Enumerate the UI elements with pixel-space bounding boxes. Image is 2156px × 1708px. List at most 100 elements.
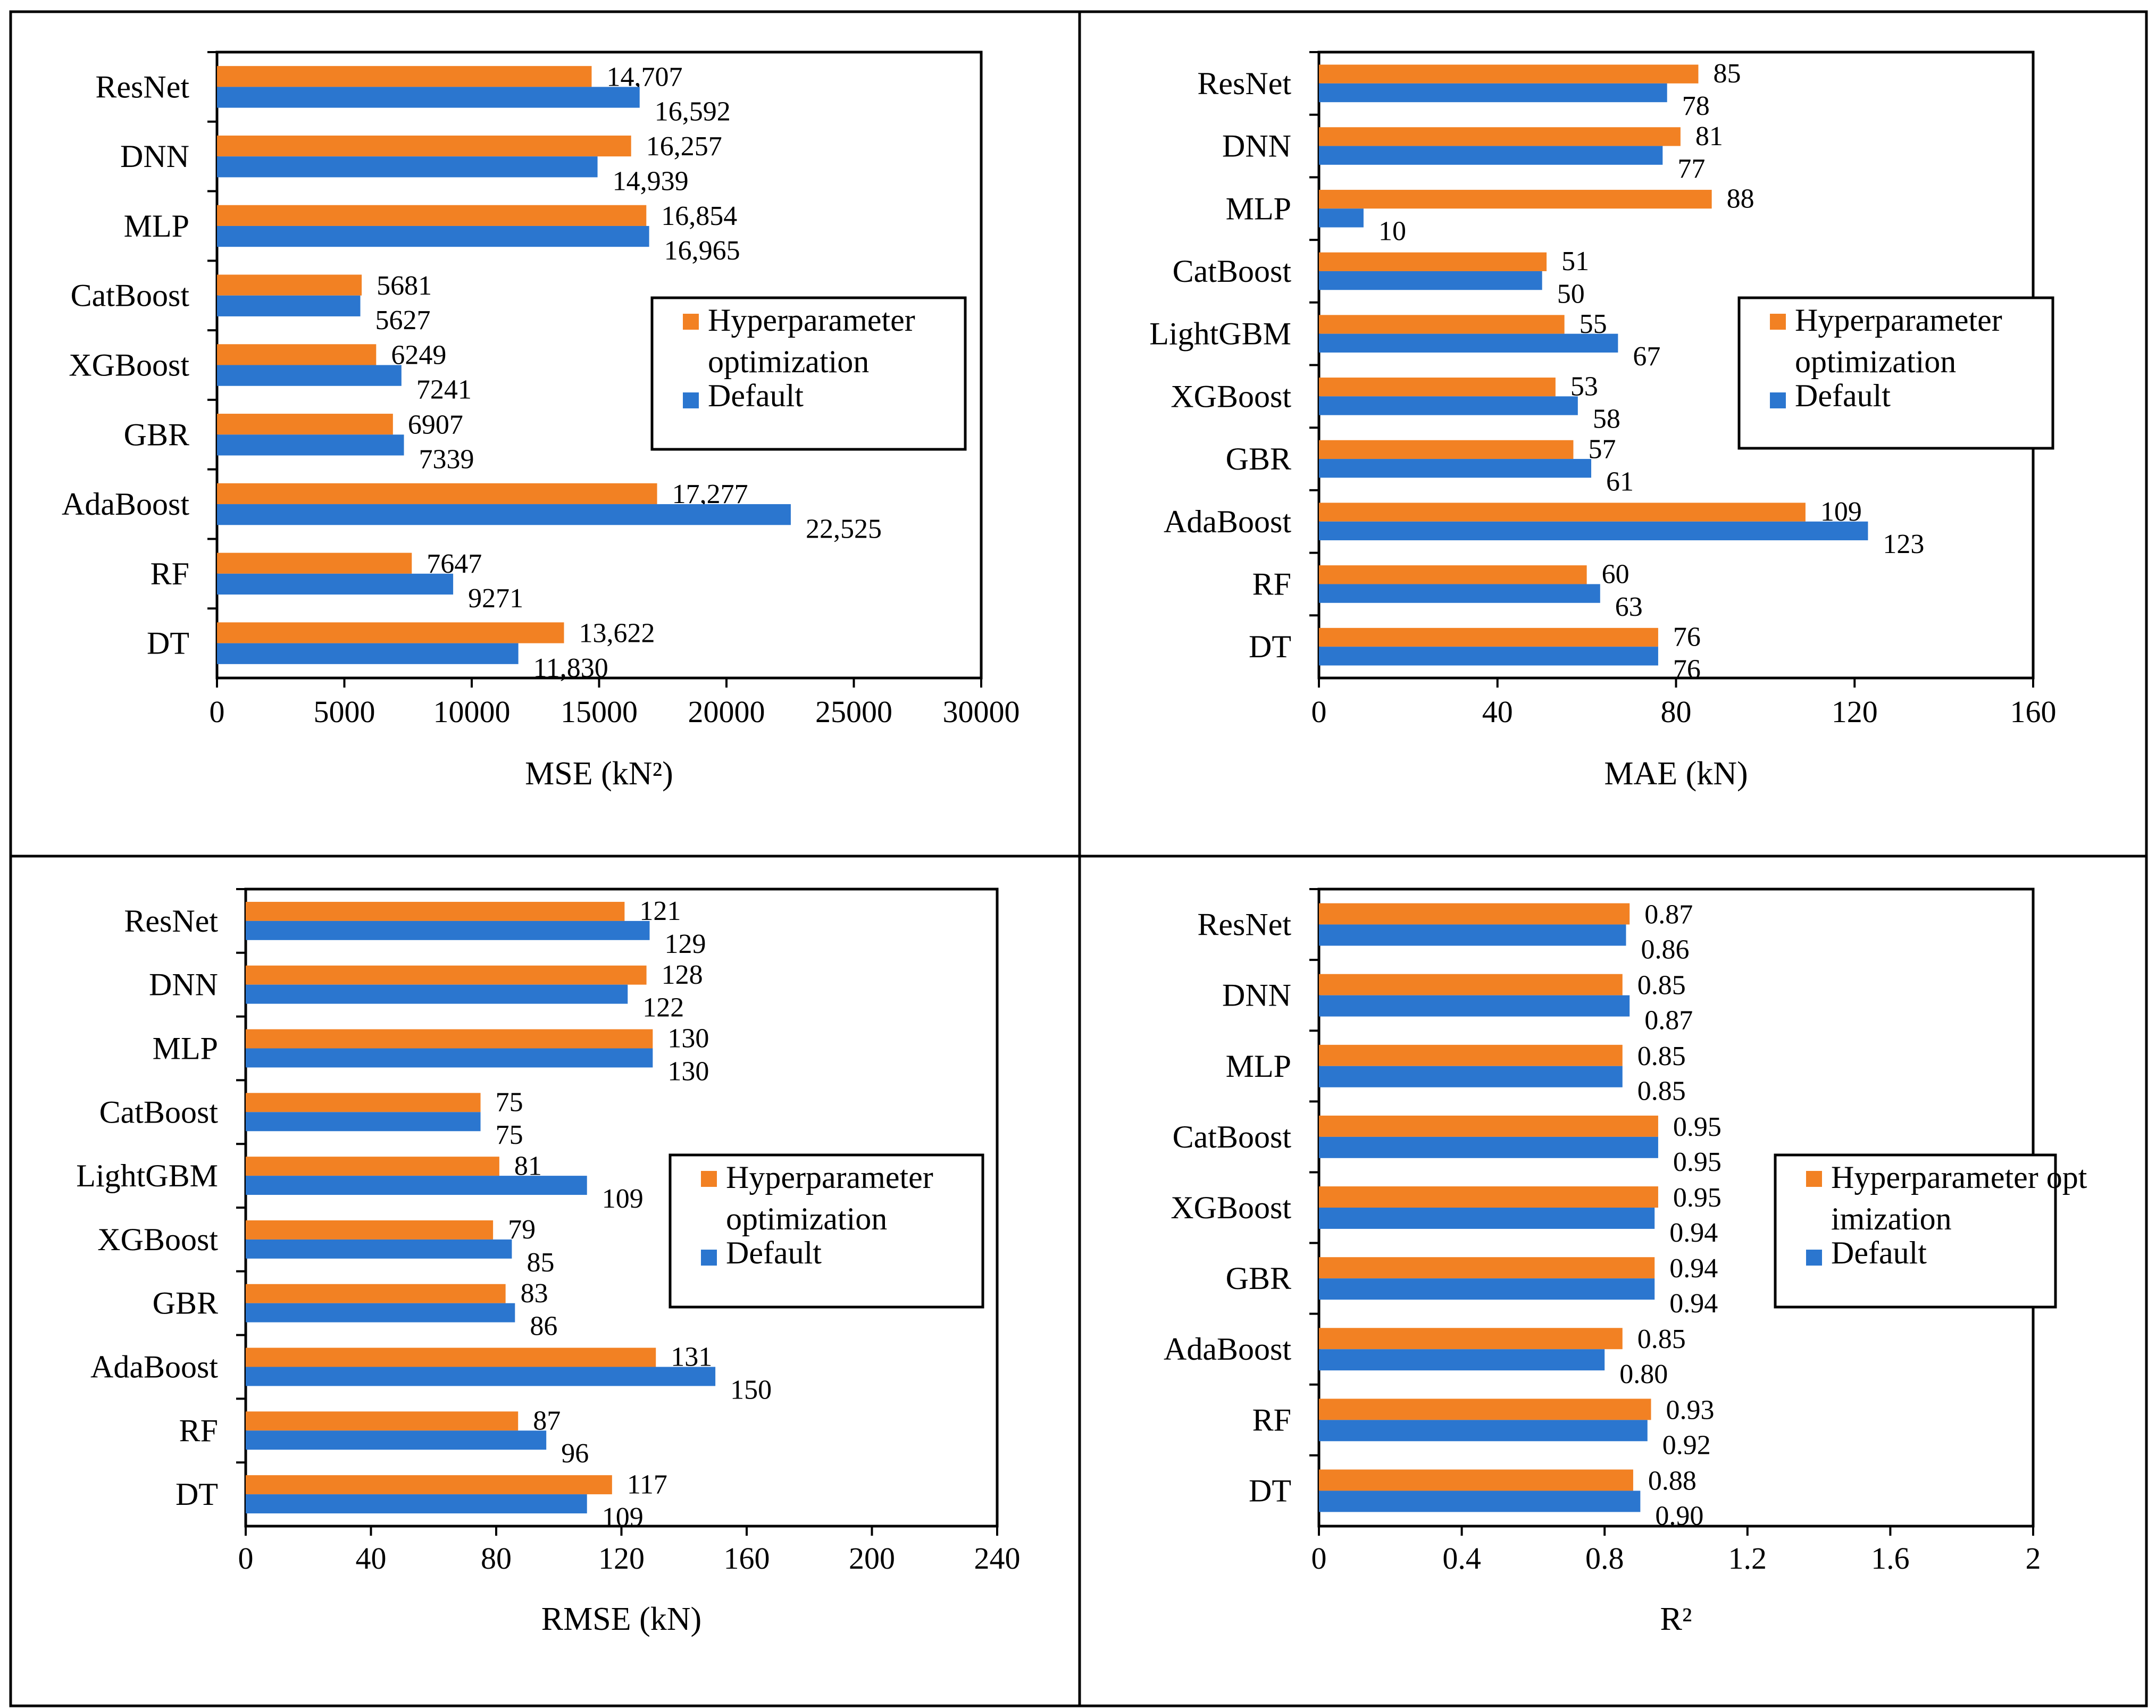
legend-label-default: Default bbox=[1795, 378, 1891, 413]
data-label-optimized: 5681 bbox=[377, 271, 432, 301]
legend-box bbox=[1737, 296, 2054, 450]
x-tick-label: 2 bbox=[2026, 1541, 2041, 1576]
data-label-optimized: 0.95 bbox=[1673, 1183, 1722, 1213]
x-tick-label: 40 bbox=[356, 1541, 387, 1576]
legend-swatch-optimized bbox=[1770, 314, 1786, 330]
category-label: MLP bbox=[124, 208, 189, 244]
bar-optimized bbox=[217, 622, 564, 643]
x-tick-label: 0.4 bbox=[1442, 1541, 1481, 1576]
data-label-default: 14,939 bbox=[613, 166, 689, 196]
x-axis-title: MAE (kN) bbox=[1604, 756, 1748, 792]
bar-optimized bbox=[1319, 64, 1699, 83]
data-label-optimized: 85 bbox=[1713, 58, 1741, 89]
bar-default bbox=[1319, 146, 1663, 165]
x-tick-label: 80 bbox=[481, 1541, 512, 1576]
bar-default bbox=[217, 643, 519, 664]
bar-default bbox=[1319, 995, 1630, 1017]
data-label-default: 76 bbox=[1673, 654, 1701, 684]
bar-default bbox=[1319, 1420, 1648, 1442]
bar-optimized bbox=[1319, 1186, 1658, 1208]
x-tick-label: 0 bbox=[1311, 1541, 1327, 1576]
bar-default bbox=[246, 1176, 587, 1195]
data-label-default: 0.94 bbox=[1669, 1218, 1718, 1248]
data-label-default: 7241 bbox=[416, 375, 472, 405]
data-label-optimized: 16,854 bbox=[661, 201, 737, 231]
data-label-optimized: 57 bbox=[1588, 434, 1616, 464]
bar-optimized bbox=[1319, 627, 1658, 647]
data-label-optimized: 81 bbox=[1695, 121, 1723, 152]
category-label: DNN bbox=[120, 139, 189, 174]
bar-default bbox=[246, 1367, 716, 1386]
data-label-default: 11,830 bbox=[533, 653, 608, 683]
bar-optimized bbox=[217, 66, 592, 87]
bar-optimized bbox=[1319, 315, 1565, 334]
data-label-default: 0.80 bbox=[1619, 1359, 1668, 1389]
data-label-default: 10 bbox=[1378, 216, 1406, 247]
bar-optimized bbox=[217, 205, 647, 226]
bar-default bbox=[217, 504, 791, 525]
data-label-optimized: 51 bbox=[1561, 246, 1589, 277]
bar-default bbox=[1319, 396, 1578, 415]
data-label-optimized: 79 bbox=[508, 1215, 536, 1245]
data-label-default: 22,525 bbox=[806, 514, 882, 544]
data-label-optimized: 0.93 bbox=[1666, 1395, 1714, 1425]
bar-default bbox=[1319, 1278, 1655, 1300]
bar-default bbox=[1319, 647, 1658, 666]
data-label-default: 109 bbox=[602, 1184, 644, 1214]
data-label-default: 109 bbox=[602, 1502, 644, 1533]
bar-default bbox=[217, 156, 598, 178]
bar-optimized bbox=[1319, 974, 1623, 995]
bar-default bbox=[1319, 924, 1626, 946]
bar-default bbox=[1319, 333, 1618, 353]
data-label-default: 63 bbox=[1615, 592, 1643, 622]
legend-label-optimized: Hyperparameter optimization bbox=[1795, 303, 2002, 379]
legend-label-optimized: Hyperparameter optimization bbox=[708, 303, 915, 379]
x-tick-label: 20000 bbox=[688, 694, 765, 729]
data-label-default: 9271 bbox=[468, 583, 523, 614]
category-label: DNN bbox=[1222, 978, 1291, 1013]
category-label: LightGBM bbox=[76, 1158, 218, 1193]
category-label: ResNet bbox=[1197, 907, 1291, 942]
bar-default bbox=[246, 1430, 547, 1450]
bar-optimized bbox=[1319, 252, 1547, 271]
category-label: RF bbox=[1252, 1402, 1291, 1437]
bar-optimized bbox=[246, 1220, 494, 1240]
data-label-default: 58 bbox=[1593, 404, 1620, 434]
bar-default bbox=[1319, 271, 1542, 290]
data-label-default: 123 bbox=[1883, 529, 1924, 559]
x-axis-title: MSE (kN²) bbox=[525, 756, 673, 792]
data-label-optimized: 0.94 bbox=[1669, 1253, 1718, 1284]
bar-default bbox=[246, 1112, 481, 1132]
data-label-optimized: 76 bbox=[1673, 622, 1701, 652]
bar-default bbox=[217, 295, 361, 316]
x-tick-label: 10000 bbox=[433, 694, 511, 729]
panel-frame-lines bbox=[9, 10, 2148, 1707]
bar-default bbox=[1319, 521, 1868, 541]
bar-default bbox=[217, 87, 640, 108]
category-label: CatBoost bbox=[71, 278, 190, 313]
x-tick-label: 160 bbox=[2010, 694, 2057, 729]
data-label-optimized: 6907 bbox=[408, 409, 463, 440]
x-tick-label: 160 bbox=[724, 1541, 770, 1576]
legend-label-optimized: Hyperparameter opt imization bbox=[1831, 1160, 2087, 1236]
category-label: DT bbox=[1249, 629, 1291, 664]
x-axis-title: R² bbox=[1660, 1601, 1692, 1637]
data-label-optimized: 0.85 bbox=[1637, 1324, 1686, 1354]
category-label: DT bbox=[1249, 1473, 1291, 1508]
legend-box bbox=[650, 296, 967, 451]
bar-optimized bbox=[1319, 1399, 1651, 1420]
bar-optimized bbox=[246, 1029, 653, 1049]
bar-optimized bbox=[1319, 1469, 1633, 1491]
bar-optimized bbox=[217, 483, 657, 505]
x-tick-label: 80 bbox=[1661, 694, 1692, 729]
bar-optimized bbox=[1319, 127, 1681, 146]
data-label-default: 7339 bbox=[419, 445, 474, 475]
data-label-optimized: 75 bbox=[496, 1087, 523, 1118]
x-tick-label: 30000 bbox=[943, 694, 1020, 729]
bar-default bbox=[217, 365, 402, 386]
bar-default bbox=[1319, 459, 1592, 478]
category-label: RF bbox=[179, 1413, 218, 1448]
